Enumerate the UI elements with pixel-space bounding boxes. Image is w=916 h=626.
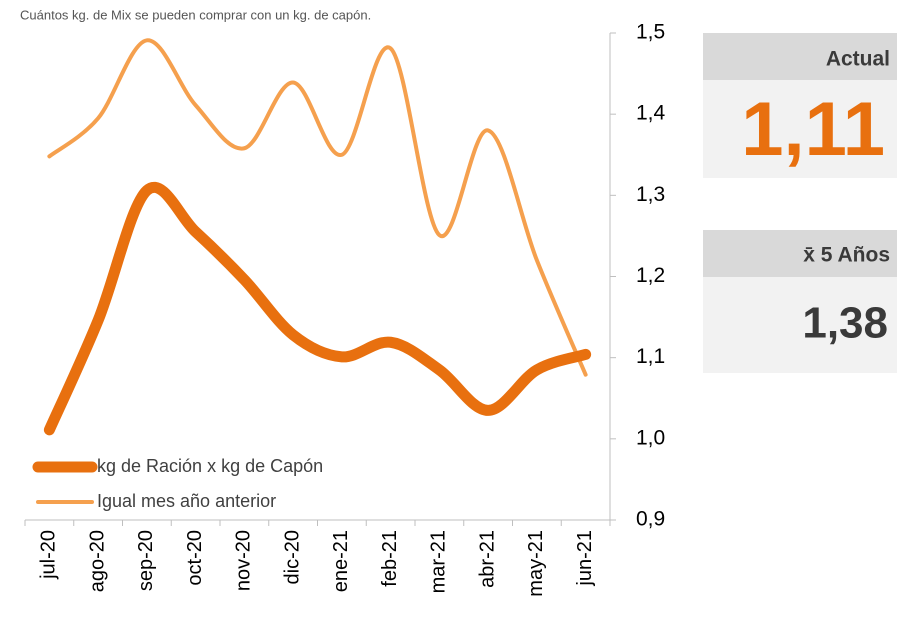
x-tick-label: ago-20 xyxy=(86,530,108,592)
x-tick-label: mar-21 xyxy=(428,530,450,593)
line-series xyxy=(43,182,592,436)
x-tick-label: dic-20 xyxy=(281,530,303,584)
chart-subtitle: Cuántos kg. de Mix se pueden comprar con… xyxy=(20,7,371,22)
x-tick-label: ene-21 xyxy=(330,530,352,592)
x-tick-label: abr-21 xyxy=(476,530,498,588)
panel-header xyxy=(703,33,897,80)
x-tick-label: nov-20 xyxy=(233,530,255,591)
panel-label: x̄ 5 Años xyxy=(803,244,890,267)
y-tick-label: 1,0 xyxy=(636,426,665,449)
y-tick-label: 1,3 xyxy=(636,183,665,206)
panel-value: 1,11 xyxy=(741,87,885,172)
x-tick-label: may-21 xyxy=(525,530,547,597)
panel-value: 1,38 xyxy=(802,299,888,348)
y-tick-label: 1,2 xyxy=(636,264,665,287)
line-series xyxy=(47,38,588,377)
panel-header xyxy=(703,230,897,277)
legend-label: kg de Ración x kg de Capón xyxy=(97,456,323,476)
panel-body xyxy=(703,80,897,178)
x-tick-label: oct-20 xyxy=(184,530,206,586)
x-tick-label: jun-21 xyxy=(574,530,596,587)
panel-label: Actual xyxy=(826,48,890,71)
x-tick-label: feb-21 xyxy=(379,530,401,587)
x-tick-label: jul-20 xyxy=(38,530,60,580)
legend-label: Igual mes año anterior xyxy=(97,491,276,511)
y-tick-label: 0,9 xyxy=(636,508,665,531)
x-tick-label: sep-20 xyxy=(135,530,157,591)
panel-body xyxy=(703,277,897,373)
y-tick-label: 1,1 xyxy=(636,345,665,368)
y-tick-label: 1,4 xyxy=(636,102,666,125)
y-tick-label: 1,5 xyxy=(636,21,665,44)
